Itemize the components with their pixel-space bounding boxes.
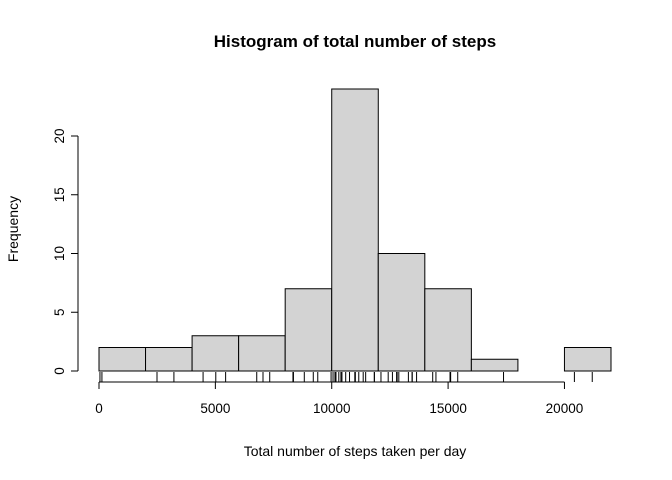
- y-tick-label: 5: [52, 308, 67, 316]
- y-axis: 0 5 10 15 20: [52, 128, 79, 375]
- bars-group: [98, 88, 612, 372]
- x-tick-label: 5000: [200, 401, 230, 416]
- x-axis: 0 5000 10000 15000 20000: [95, 381, 584, 416]
- y-tick-label: 20: [52, 128, 67, 143]
- y-tick-label: 10: [52, 246, 67, 261]
- y-axis-label: Frequency: [5, 196, 21, 262]
- y-tick-label: 0: [52, 367, 67, 375]
- histogram-bar: [98, 347, 147, 372]
- histogram-bar: [191, 335, 240, 372]
- x-tick-label: 20000: [546, 401, 584, 416]
- x-axis-label: Total number of steps taken per day: [244, 443, 467, 459]
- x-tick-label: 15000: [429, 401, 467, 416]
- rug-marks: [99, 372, 593, 382]
- x-tick-label: 0: [95, 401, 103, 416]
- histogram-bar: [331, 88, 379, 372]
- histogram-bar: [377, 253, 426, 372]
- histogram-bar: [284, 288, 333, 372]
- chart-title: Histogram of total number of steps: [214, 32, 496, 51]
- histogram-bar: [145, 347, 193, 372]
- histogram-bar: [563, 347, 612, 372]
- histogram-bar: [424, 288, 472, 372]
- histogram-bar: [238, 335, 286, 372]
- x-tick-label: 10000: [313, 401, 351, 416]
- histogram-bar: [470, 358, 519, 372]
- y-tick-label: 15: [52, 187, 67, 202]
